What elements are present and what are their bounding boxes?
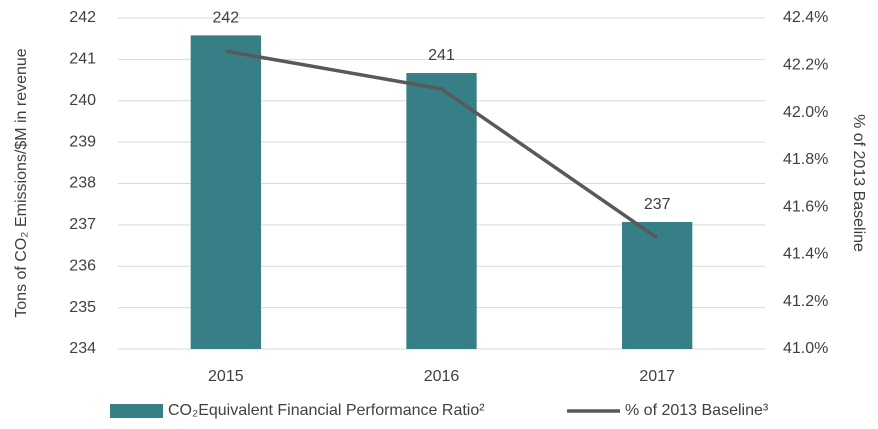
y-tick-label: 240: [69, 92, 96, 109]
y-tick-label: 235: [69, 299, 96, 316]
legend-label: CO₂Equivalent Financial Performance Rati…: [168, 402, 485, 419]
y-tick-label: 237: [69, 216, 96, 233]
x-tick-label: 2017: [639, 368, 675, 385]
y2-tick-label: 41.4%: [783, 246, 828, 263]
y-tick-label: 239: [69, 133, 96, 150]
data-label: 242: [212, 10, 239, 27]
y2-tick-label: 41.8%: [783, 151, 828, 168]
line: [225, 49, 659, 240]
y2-tick-label: 41.6%: [783, 198, 828, 215]
y2-tick-label: 42.0%: [783, 104, 828, 121]
y-tick-label: 236: [69, 257, 96, 274]
data-label: 241: [428, 47, 455, 64]
y2-tick-label: 42.4%: [783, 9, 828, 26]
y-tick-label: 242: [69, 9, 96, 26]
bar: [622, 221, 693, 349]
y2-axis-label: % of 2013 Baseline: [850, 114, 867, 252]
legend-swatch: [110, 404, 163, 418]
bar: [190, 35, 261, 349]
y2-tick-label: 41.2%: [783, 293, 828, 310]
y-tick-label: 238: [69, 175, 96, 192]
y-tick-label: 234: [69, 340, 96, 357]
y2-tick-label: 42.2%: [783, 57, 828, 74]
y-axis-label: Tons of CO₂ Emissions/$M in revenue: [13, 48, 30, 318]
bar: [406, 73, 477, 349]
x-tick-label: 2016: [424, 368, 460, 385]
y2-tick-label: 41.0%: [783, 340, 828, 357]
legend-label: % of 2013 Baseline³: [625, 402, 769, 419]
y-tick-label: 241: [69, 51, 96, 68]
data-label: 237: [644, 196, 671, 213]
x-tick-label: 2015: [208, 368, 244, 385]
